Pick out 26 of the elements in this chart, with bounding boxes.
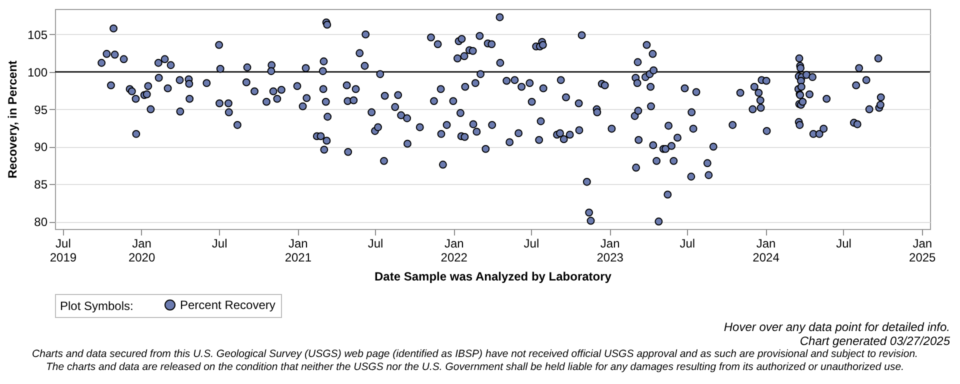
text: Hover over any data point for detailed info. (722, 320, 950, 334)
y-tick-label: 105 (27, 28, 48, 42)
text: Chart generated 03/27/2025 (798, 334, 950, 348)
x-tick-label: Jan 2021 (284, 236, 312, 264)
x-tick-label: Jan 2024 (752, 236, 780, 264)
text: Charts and data secured from this U.S. Geological Survey (USGS) web page (identified as IBSP) have not received official USGS approval and as such are provisional and subject to revision. (31, 348, 919, 361)
x-tick-label: Jan 2022 (440, 236, 468, 264)
x-axis-title: Date Sample was Analyzed by Laboratory (374, 270, 612, 284)
x-tick-label: Jul (680, 236, 696, 250)
y-tick-label: 100 (27, 65, 48, 80)
x-tick-label: Jul 2019 (50, 236, 77, 264)
x-tick-label: Jul (836, 236, 852, 250)
legend-label: Percent Recovery (180, 298, 276, 312)
y-axis-title: Recovery, in Percent (5, 60, 20, 178)
y-tick-label: 90 (34, 140, 48, 154)
text: The charts and data are released on the condition that neither the USGS nor the U.S. Government shall be held liable for any damages resulting from its authorized or unauthorized use. (45, 361, 905, 374)
x-tick-label: Jul (368, 236, 384, 250)
x-tick-label: Jan 2020 (128, 236, 156, 264)
y-tick-label: 80 (34, 215, 48, 230)
x-tick-label: Jul (524, 236, 540, 250)
y-tick-label: 95 (34, 102, 48, 117)
x-tick-label: Jul (212, 236, 228, 250)
x-tick-label: Jan 2025 (909, 236, 936, 264)
legend-title: Plot Symbols: (60, 299, 134, 313)
y-tick-label: 85 (34, 178, 48, 192)
x-tick-label: Jan 2023 (596, 236, 624, 264)
